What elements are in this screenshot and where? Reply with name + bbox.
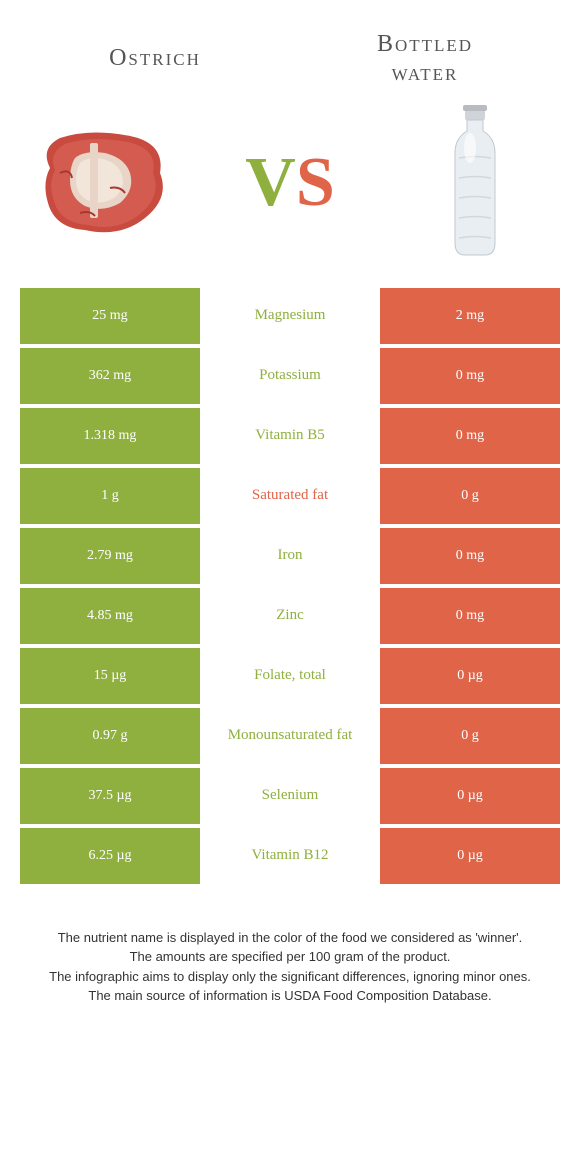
value-right: 2 mg	[380, 288, 560, 344]
table-row: 37.5 µgSelenium0 µg	[20, 768, 560, 824]
value-left: 37.5 µg	[20, 768, 200, 824]
value-left: 1 g	[20, 468, 200, 524]
nutrient-label: Iron	[200, 528, 380, 584]
table-row: 1 gSaturated fat0 g	[20, 468, 560, 524]
image-row: VS	[0, 98, 580, 288]
value-right: 0 µg	[380, 768, 560, 824]
footer-line1: The nutrient name is displayed in the co…	[20, 928, 560, 948]
table-row: 362 mgPotassium0 mg	[20, 348, 560, 404]
table-row: 1.318 mgVitamin B50 mg	[20, 408, 560, 464]
ostrich-image	[30, 108, 180, 258]
value-right: 0 mg	[380, 348, 560, 404]
nutrient-label: Monounsaturated fat	[200, 708, 380, 764]
value-right: 0 µg	[380, 828, 560, 884]
value-right: 0 g	[380, 468, 560, 524]
value-left: 4.85 mg	[20, 588, 200, 644]
vs-v: V	[245, 144, 296, 221]
water-bottle-image	[400, 108, 550, 258]
nutrient-label: Zinc	[200, 588, 380, 644]
value-left: 6.25 µg	[20, 828, 200, 884]
value-left: 0.97 g	[20, 708, 200, 764]
title-right-line1: Bottled	[290, 30, 560, 59]
table-row: 25 mgMagnesium2 mg	[20, 288, 560, 344]
nutrient-label: Magnesium	[200, 288, 380, 344]
footer-notes: The nutrient name is displayed in the co…	[0, 888, 580, 1026]
nutrient-label: Saturated fat	[200, 468, 380, 524]
title-right-line2: water	[290, 59, 560, 88]
footer-line2: The amounts are specified per 100 gram o…	[20, 947, 560, 967]
nutrient-label: Vitamin B12	[200, 828, 380, 884]
value-left: 2.79 mg	[20, 528, 200, 584]
table-row: 0.97 gMonounsaturated fat0 g	[20, 708, 560, 764]
nutrient-label: Folate, total	[200, 648, 380, 704]
value-right: 0 µg	[380, 648, 560, 704]
value-right: 0 g	[380, 708, 560, 764]
nutrient-label: Vitamin B5	[200, 408, 380, 464]
nutrient-label: Selenium	[200, 768, 380, 824]
value-right: 0 mg	[380, 408, 560, 464]
header: Ostrich Bottled water	[0, 0, 580, 98]
title-right: Bottled water	[290, 30, 560, 88]
table-row: 4.85 mgZinc0 mg	[20, 588, 560, 644]
value-left: 15 µg	[20, 648, 200, 704]
title-left: Ostrich	[20, 45, 290, 72]
footer-line4: The main source of information is USDA F…	[20, 986, 560, 1006]
footer-line3: The infographic aims to display only the…	[20, 967, 560, 987]
table-row: 6.25 µgVitamin B120 µg	[20, 828, 560, 884]
table-row: 2.79 mgIron0 mg	[20, 528, 560, 584]
nutrient-table: 25 mgMagnesium2 mg362 mgPotassium0 mg1.3…	[20, 288, 560, 884]
value-left: 1.318 mg	[20, 408, 200, 464]
table-row: 15 µgFolate, total0 µg	[20, 648, 560, 704]
value-right: 0 mg	[380, 528, 560, 584]
vs-s: S	[296, 144, 335, 221]
value-left: 25 mg	[20, 288, 200, 344]
vs-label: VS	[245, 143, 335, 223]
value-left: 362 mg	[20, 348, 200, 404]
nutrient-label: Potassium	[200, 348, 380, 404]
value-right: 0 mg	[380, 588, 560, 644]
